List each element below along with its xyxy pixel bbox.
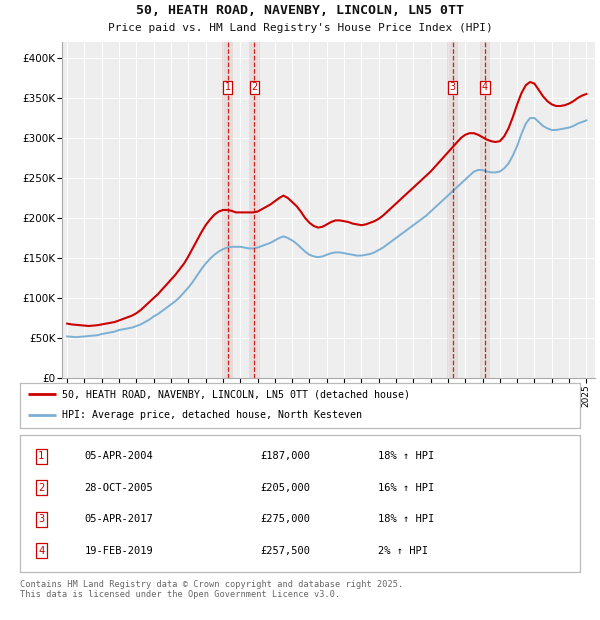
Text: 3: 3 xyxy=(449,82,455,92)
Bar xyxy=(249,42,260,378)
Text: 18% ↑ HPI: 18% ↑ HPI xyxy=(379,451,434,461)
Text: 19-FEB-2019: 19-FEB-2019 xyxy=(85,546,153,556)
Text: £275,000: £275,000 xyxy=(261,514,311,525)
Bar xyxy=(448,42,458,378)
Text: 2% ↑ HPI: 2% ↑ HPI xyxy=(379,546,428,556)
Text: Price paid vs. HM Land Registry's House Price Index (HPI): Price paid vs. HM Land Registry's House … xyxy=(107,23,493,33)
Text: HPI: Average price, detached house, North Kesteven: HPI: Average price, detached house, Nort… xyxy=(62,410,362,420)
Text: 4: 4 xyxy=(38,546,44,556)
Text: 05-APR-2017: 05-APR-2017 xyxy=(85,514,153,525)
Text: 50, HEATH ROAD, NAVENBY, LINCOLN, LN5 0TT (detached house): 50, HEATH ROAD, NAVENBY, LINCOLN, LN5 0T… xyxy=(62,389,410,399)
Text: Contains HM Land Registry data © Crown copyright and database right 2025.
This d: Contains HM Land Registry data © Crown c… xyxy=(20,580,403,600)
Text: 2: 2 xyxy=(251,82,257,92)
Text: 16% ↑ HPI: 16% ↑ HPI xyxy=(379,483,434,493)
Text: £205,000: £205,000 xyxy=(261,483,311,493)
Text: 4: 4 xyxy=(482,82,488,92)
Text: 2: 2 xyxy=(38,483,44,493)
Text: 18% ↑ HPI: 18% ↑ HPI xyxy=(379,514,434,525)
Bar xyxy=(479,42,490,378)
Text: 05-APR-2004: 05-APR-2004 xyxy=(85,451,153,461)
Text: £187,000: £187,000 xyxy=(261,451,311,461)
Text: 1: 1 xyxy=(38,451,44,461)
Text: 50, HEATH ROAD, NAVENBY, LINCOLN, LN5 0TT: 50, HEATH ROAD, NAVENBY, LINCOLN, LN5 0T… xyxy=(136,4,464,17)
Text: 1: 1 xyxy=(224,82,230,92)
Text: 3: 3 xyxy=(38,514,44,525)
Text: £257,500: £257,500 xyxy=(261,546,311,556)
Text: 28-OCT-2005: 28-OCT-2005 xyxy=(85,483,153,493)
Bar xyxy=(223,42,233,378)
